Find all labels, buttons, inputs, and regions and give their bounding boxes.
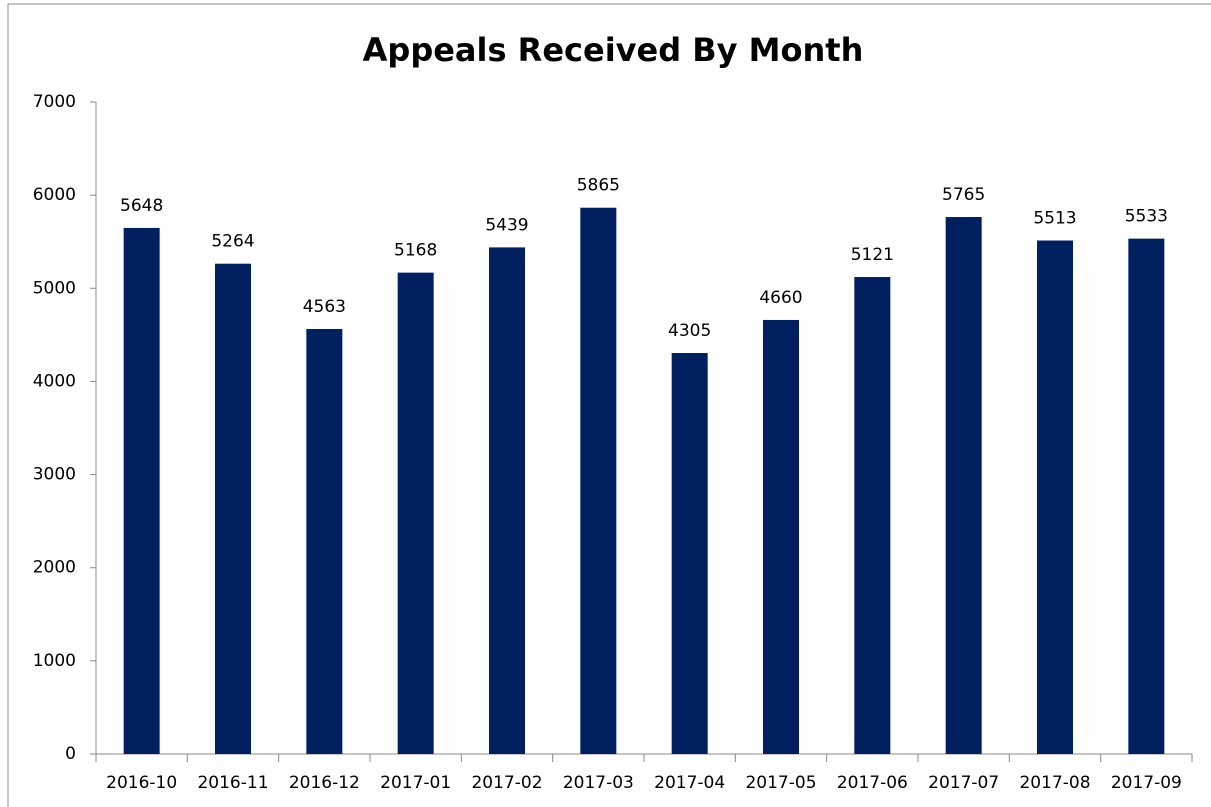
data-label: 4660 — [759, 288, 802, 308]
x-tick-label: 2016-10 — [106, 773, 177, 793]
data-label: 5765 — [942, 185, 985, 205]
x-tick-label: 2017-01 — [380, 773, 451, 793]
data-label: 5513 — [1033, 209, 1076, 229]
y-tick-label: 4000 — [33, 371, 76, 391]
bar — [580, 207, 617, 754]
data-label: 5121 — [851, 245, 894, 265]
x-tick-label: 2016-12 — [289, 773, 360, 793]
bar — [215, 263, 251, 754]
y-tick-label: 1000 — [33, 651, 76, 671]
x-tick-label: 2017-07 — [928, 773, 999, 793]
y-tick-label: 0 — [65, 744, 76, 764]
bar — [306, 328, 343, 754]
bar — [397, 272, 434, 754]
data-label: 5865 — [577, 176, 620, 196]
bar — [1128, 238, 1165, 754]
y-tick-label: 5000 — [33, 278, 76, 298]
data-label: 5648 — [120, 196, 163, 216]
x-tick-label: 2017-08 — [1019, 773, 1090, 793]
x-tick-label: 2017-09 — [1111, 773, 1182, 793]
chart-title: Appeals Received By Month — [363, 31, 864, 69]
x-tick-label: 2017-04 — [654, 773, 725, 793]
data-label: 5264 — [211, 232, 254, 252]
bar — [854, 277, 891, 754]
x-tick-label: 2017-03 — [563, 773, 634, 793]
y-tick-label: 6000 — [33, 185, 76, 205]
x-tick-label: 2017-02 — [471, 773, 542, 793]
bar — [123, 227, 160, 754]
data-label: 5439 — [485, 215, 528, 235]
data-label: 4305 — [668, 321, 711, 341]
y-tick-label: 2000 — [33, 558, 76, 578]
y-tick-label: 7000 — [33, 92, 76, 112]
data-label: 5168 — [394, 241, 437, 261]
x-tick-label: 2016-11 — [197, 773, 268, 793]
x-tick-label: 2017-05 — [745, 773, 816, 793]
x-tick-label: 2017-06 — [837, 773, 908, 793]
bar — [763, 319, 799, 754]
bar — [671, 353, 708, 754]
data-label: 4563 — [303, 297, 346, 317]
y-tick-label: 3000 — [33, 465, 76, 485]
bar — [945, 217, 982, 754]
bar — [1037, 240, 1073, 755]
data-label: 5533 — [1125, 207, 1168, 227]
bar — [489, 247, 525, 754]
